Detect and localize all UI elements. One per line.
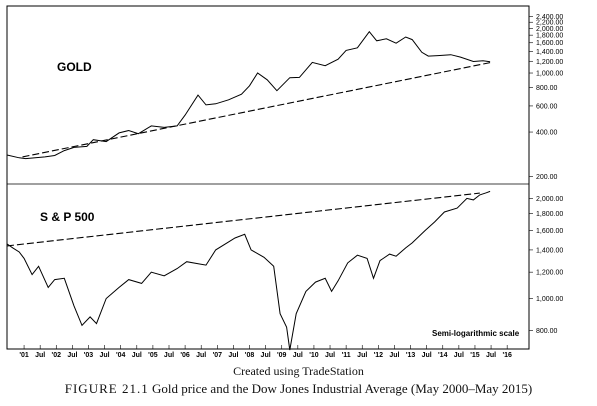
x-tick-label: Jul [164,352,174,359]
gold-y-tick-label: 2,200.00 [536,20,563,27]
gold-y-tick-label: 2,000.00 [536,26,563,33]
x-tick-label: '07 [213,352,223,359]
x-tick-label: '12 [374,352,384,359]
sp500-y-tick-label: 2,000.00 [536,196,563,203]
x-tick-label: '15 [470,352,480,359]
gold-panel: 2,400.002,200.002,000.001,800.001,600.00… [6,14,563,181]
x-tick-label: Jul [422,352,432,359]
figure-caption: FIGURE 21.1 Gold price and the Dow Jones… [0,381,597,397]
x-tick-label: '03 [84,352,94,359]
gold-y-tick-label: 1,600.00 [536,40,563,47]
sp500-y-tick-label: 1,800.00 [536,211,563,218]
x-tick-label: Jul [35,352,45,359]
gold-trendline [22,62,491,158]
sp500-y-tick-label: 1,400.00 [536,247,563,254]
gold-panel-label: GOLD [57,60,92,74]
sp500-y-axis: 2,000.00 1,800.00 1,600.00 1,400.00 1,200.00… [529,196,563,335]
x-axis: '01 Jul '02 Jul '03 Jul '04 Jul '05 Jul '06 Jul '07 J… [19,345,512,359]
sp500-y-tick-label: 1,000.00 [536,296,563,303]
x-tick-label: '01 [19,352,29,359]
gold-y-tick-label: 1,000.00 [536,71,563,78]
x-tick-label: '09 [277,352,287,359]
gold-price-line [6,30,491,160]
x-tick-label: Jul [486,352,496,359]
x-tick-label: '13 [406,352,416,359]
x-tick-label: '10 [309,352,319,359]
gold-y-tick-label: 1,400.00 [536,49,563,56]
x-tick-label: '08 [245,352,255,359]
x-tick-label: '04 [116,352,126,359]
x-tick-label: '11 [342,352,351,359]
gold-y-tick-label: 2,400.00 [536,14,563,21]
sp500-trendline [6,192,480,247]
x-tick-label: Jul [389,352,399,359]
x-tick-label: Jul [357,352,367,359]
gold-y-tick-label: 1,800.00 [536,33,563,40]
x-tick-label: Jul [132,352,142,359]
gold-y-tick-label: 200.00 [536,174,558,181]
sp500-y-tick-label: 1,600.00 [536,228,563,235]
sp500-y-tick-label: 1,200.00 [536,270,563,277]
x-tick-label: '06 [180,352,190,359]
gold-y-tick-label: 800.00 [536,85,558,92]
gold-y-tick-label: 1,200.00 [536,59,563,66]
figure-number: FIGURE 21.1 [64,381,149,396]
x-tick-label: Jul [261,352,271,359]
sp500-price-line [6,190,491,351]
x-tick-label: Jul [228,352,238,359]
x-tick-label: Jul [293,352,303,359]
chart-figure: 2,400.002,200.002,000.001,800.001,600.00… [6,5,563,359]
gold-y-tick-label: 400.00 [536,130,558,137]
x-tick-label: '05 [148,352,158,359]
x-tick-label: '02 [52,352,62,359]
x-tick-label: Jul [325,352,335,359]
x-tick-label: Jul [100,352,110,359]
x-tick-label: Jul [196,352,206,359]
credit-line: Created using TradeStation [233,364,364,378]
caption-text: Gold price and the Dow Jones Industrial … [151,381,533,396]
chart-frame [6,5,530,350]
x-tick-label: '16 [502,352,512,359]
sp500-panel-label: S & P 500 [40,210,95,224]
scale-note: Semi-logarithmic scale [432,329,520,338]
x-tick-label: Jul [454,352,464,359]
gold-y-axis: 2,400.002,200.002,000.001,800.001,600.00… [529,14,563,181]
gold-y-tick-label: 600.00 [536,103,558,110]
sp500-y-tick-label: 800.00 [536,328,558,335]
x-tick-label: Jul [67,352,77,359]
sp500-panel: 2,000.00 1,800.00 1,600.00 1,400.00 1,200.00… [6,190,563,351]
x-tick-label: '14 [438,352,448,359]
